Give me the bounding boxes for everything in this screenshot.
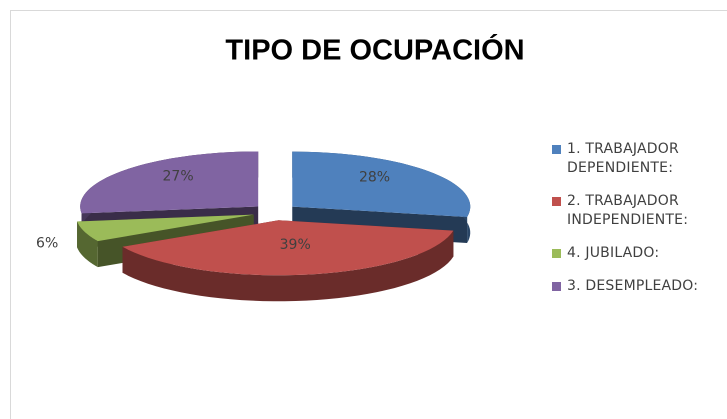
legend-item: 2. TRABAJADOR INDEPENDIENTE: bbox=[552, 192, 724, 230]
legend-item: 3. DESEMPLEADO: bbox=[552, 277, 724, 296]
legend: 1. TRABAJADOR DEPENDIENTE: 2. TRABAJADOR … bbox=[552, 140, 724, 310]
data-label: 39% bbox=[280, 237, 311, 253]
slice-wall bbox=[77, 221, 98, 268]
legend-label: 4. JUBILADO: bbox=[567, 245, 660, 261]
legend-item: 4. JUBILADO: bbox=[552, 244, 724, 263]
data-label: 6% bbox=[36, 235, 58, 251]
legend-label: 3. DESEMPLEADO: bbox=[567, 278, 699, 294]
legend-item: 1. TRABAJADOR DEPENDIENTE: bbox=[552, 140, 724, 178]
data-label: 27% bbox=[163, 169, 194, 185]
legend-swatch bbox=[552, 197, 561, 206]
pie-slice bbox=[122, 220, 454, 302]
slice-top bbox=[77, 214, 254, 242]
legend-swatch bbox=[552, 282, 561, 291]
chart-title: TIPO DE OCUPACIÓN bbox=[225, 33, 524, 67]
slice-top bbox=[122, 220, 454, 276]
legend-swatch bbox=[552, 145, 561, 154]
legend-swatch bbox=[552, 249, 561, 258]
legend-label: 1. TRABAJADOR DEPENDIENTE: bbox=[567, 141, 679, 176]
slice-top bbox=[292, 151, 471, 217]
slice-top bbox=[80, 151, 259, 214]
data-label: 28% bbox=[359, 170, 390, 186]
slice-wall bbox=[122, 230, 454, 302]
legend-label: 2. TRABAJADOR INDEPENDIENTE: bbox=[567, 193, 689, 228]
